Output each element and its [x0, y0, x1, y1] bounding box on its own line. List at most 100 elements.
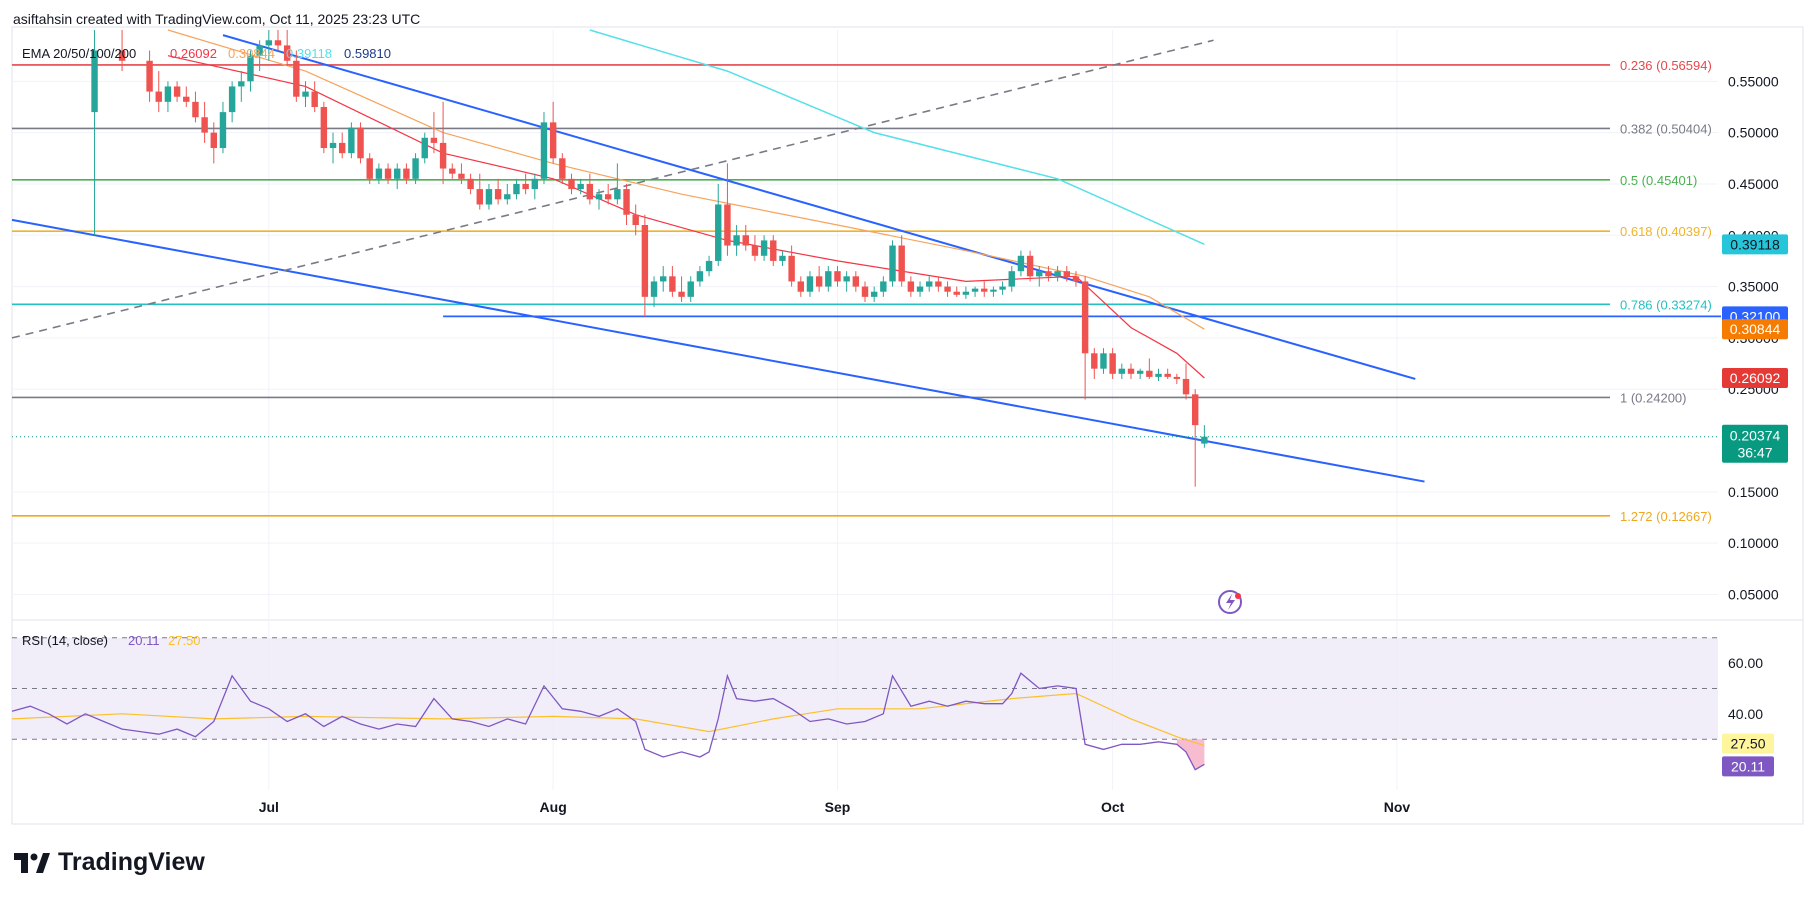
candle-body — [531, 178, 539, 190]
candle-body — [1182, 378, 1190, 395]
price-pane: 0.550000.500000.450000.400000.350000.300… — [11, 29, 1788, 790]
candle-body — [962, 291, 970, 295]
candle — [384, 163, 392, 184]
candle-body — [990, 289, 997, 292]
candle — [1008, 266, 1015, 292]
rsi-line — [11, 672, 1205, 771]
candle — [861, 281, 869, 302]
candle — [183, 86, 190, 107]
candle — [403, 163, 410, 184]
candle — [1182, 363, 1190, 400]
candle-body — [458, 173, 465, 179]
rsi-badge-bg-1 — [1722, 756, 1774, 777]
candle-body — [1081, 281, 1089, 354]
candle — [1127, 363, 1135, 379]
candle — [604, 183, 612, 205]
candle — [485, 183, 493, 210]
fib-label-0.236: 0.236 (0.56594) — [1620, 58, 1712, 73]
candle-body — [870, 291, 878, 297]
candle-body — [632, 214, 639, 225]
rsi-ma-line — [11, 692, 1205, 747]
price-tick-label-7: 0.15000 — [1728, 484, 1779, 500]
candle-body — [880, 281, 887, 292]
candle — [806, 271, 814, 297]
candle-body — [439, 142, 447, 169]
candle-body — [348, 127, 355, 154]
candle-body — [228, 86, 236, 113]
candle-body — [504, 194, 511, 200]
candle-body — [825, 271, 832, 287]
candle — [293, 50, 300, 102]
candle — [201, 101, 208, 143]
candle — [1155, 368, 1162, 381]
candle — [1164, 368, 1171, 379]
candle — [953, 286, 960, 297]
candle — [916, 281, 924, 297]
candle — [632, 204, 639, 236]
candle-body — [430, 137, 438, 143]
tradingview-logo: TradingView — [14, 848, 205, 877]
candle — [687, 276, 694, 302]
candle — [880, 276, 887, 297]
time-tick-label-4: Nov — [1384, 799, 1411, 815]
tradingview-logo-text: TradingView — [58, 848, 205, 876]
candle-body — [852, 276, 860, 287]
candle — [715, 183, 722, 267]
tradingview-logo-icon — [14, 852, 50, 873]
candle-body — [981, 288, 988, 292]
candle-body — [338, 142, 346, 154]
candle-body — [1026, 255, 1034, 277]
candle — [504, 183, 511, 205]
candle — [935, 276, 942, 292]
price-tick-label-0: 0.55000 — [1728, 73, 1779, 89]
candle-body — [925, 281, 933, 287]
candle-body — [293, 60, 300, 97]
candle-body — [971, 288, 979, 292]
trendline-dashed-uptrend — [11, 39, 1214, 339]
fib-label-0.786: 0.786 (0.33274) — [1620, 297, 1712, 312]
price-badge-2: 0.30844 — [1730, 321, 1781, 337]
candle-body — [164, 86, 172, 102]
candle-body — [614, 189, 621, 200]
candle-body — [916, 286, 924, 292]
ema100-legend-value: 0.39118 — [286, 46, 332, 61]
alert-icon[interactable] — [1218, 590, 1242, 614]
candle-body — [623, 189, 630, 215]
candle — [971, 286, 979, 297]
ema-legend-label: EMA 20/50/100/200 — [22, 46, 136, 61]
candle — [641, 214, 649, 318]
candle — [779, 250, 786, 267]
chart-canvas: 0.550000.500000.450000.400000.350000.300… — [11, 26, 1804, 825]
candle-body — [604, 194, 612, 200]
candle-body — [421, 137, 428, 159]
candle — [412, 153, 419, 184]
candle-body — [384, 168, 392, 179]
candle-body — [586, 183, 594, 200]
candle-body — [329, 142, 337, 149]
candle-body — [1017, 255, 1025, 272]
candle — [311, 81, 318, 113]
candle-body — [540, 122, 548, 179]
candle-body — [889, 245, 896, 282]
candle-body — [375, 168, 383, 179]
candle-body — [595, 194, 603, 200]
candle — [458, 163, 465, 184]
price-tick-label-8: 0.10000 — [1728, 535, 1779, 551]
candle — [1063, 266, 1070, 282]
candle — [1091, 348, 1098, 379]
candle-body — [403, 168, 410, 179]
price-tick-label-4: 0.35000 — [1728, 279, 1779, 295]
rsi-badge-1: 20.11 — [1731, 758, 1765, 774]
candle-body — [449, 168, 456, 174]
candle — [724, 163, 731, 256]
candle-body — [660, 276, 667, 282]
candle — [256, 40, 263, 72]
candle-body — [256, 45, 263, 56]
ema100-line — [589, 29, 1205, 245]
time-axis[interactable]: Jul Aug Sep Oct Nov — [259, 799, 1411, 815]
candle — [770, 235, 777, 267]
candle-body — [118, 50, 126, 61]
candle-body — [549, 122, 557, 159]
candle — [549, 101, 557, 164]
candle — [531, 173, 539, 200]
